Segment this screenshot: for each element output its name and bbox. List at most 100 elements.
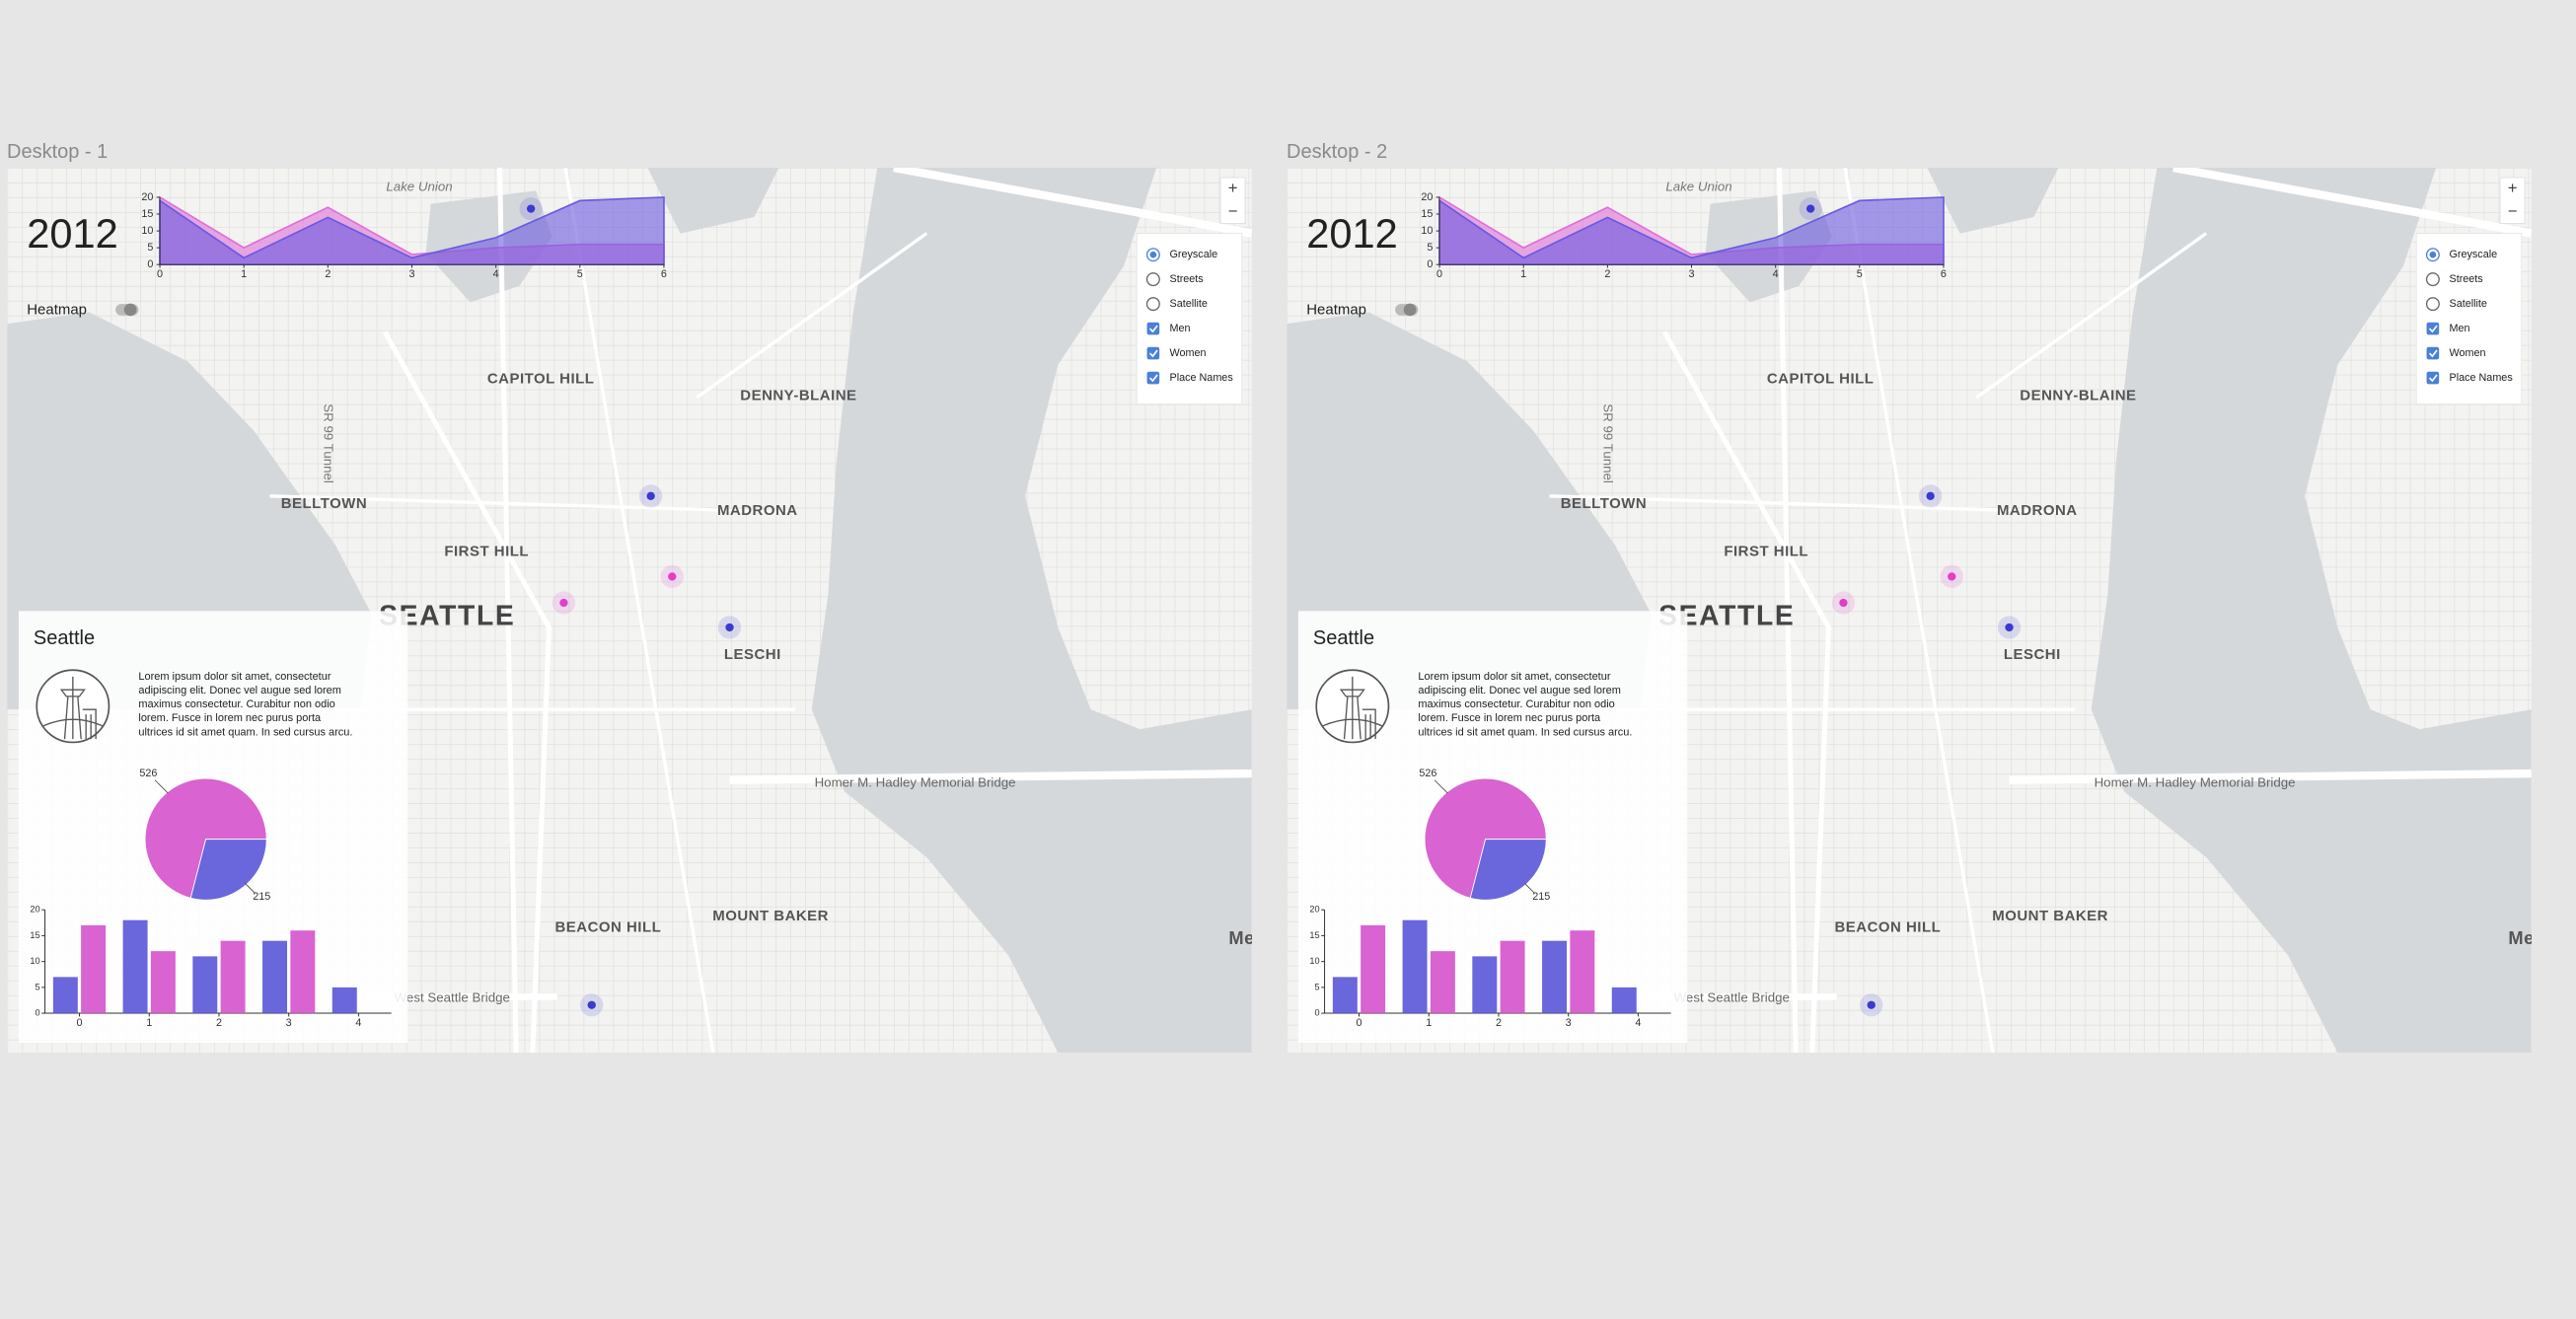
x-tick-label: 0 bbox=[157, 268, 163, 280]
place-name: MOUNT BAKER bbox=[712, 908, 829, 924]
x-tick-label: 2 bbox=[1604, 268, 1610, 280]
radio[interactable] bbox=[2425, 297, 2440, 312]
checkbox-label: Women bbox=[2450, 347, 2486, 359]
x-tick-label: 2 bbox=[325, 268, 331, 280]
space-needle bbox=[42, 676, 104, 740]
data-point bbox=[2005, 623, 2014, 632]
radio[interactable] bbox=[1145, 297, 1160, 312]
y-tick-label: 20 bbox=[1309, 905, 1319, 915]
zoom-button[interactable]: − bbox=[1228, 201, 1238, 220]
bar bbox=[331, 987, 357, 1014]
bar bbox=[1500, 940, 1525, 1014]
bar bbox=[1570, 930, 1595, 1014]
year: 2012 bbox=[1306, 210, 1398, 256]
road bbox=[2172, 168, 2532, 238]
place-name: DENNY-BLAINE bbox=[2020, 387, 2136, 403]
y-tick-label: 10 bbox=[1309, 956, 1319, 966]
data-point bbox=[1926, 491, 1935, 500]
check bbox=[1148, 325, 1158, 333]
place-name: MOUNT BAKER bbox=[1992, 908, 2108, 924]
zoom-box bbox=[2499, 177, 2526, 224]
radio[interactable] bbox=[1145, 272, 1160, 287]
radio-dot bbox=[2429, 251, 2437, 258]
lake-union-north bbox=[647, 168, 779, 234]
y-tick-label: 10 bbox=[30, 956, 39, 966]
place-name: West Seattle Bridge bbox=[1674, 990, 1790, 1005]
place-name: MADRONA bbox=[1997, 502, 2078, 519]
lake-union-north bbox=[1927, 168, 2059, 234]
place-name: LESCHI bbox=[724, 646, 781, 663]
pie-leader bbox=[1524, 883, 1535, 894]
place-name: CAPITOL HILL bbox=[487, 371, 595, 388]
place-name: CAPITOL HILL bbox=[1767, 371, 1875, 388]
place-name: Homer M. Hadley Memorial Bridge bbox=[815, 775, 1016, 790]
checkbox-label: Women bbox=[1170, 347, 1207, 359]
y-tick-label: 5 bbox=[35, 982, 39, 991]
map-view: Lake Union CAPITOL HILL DENNY-BLAINE BELLTO… bbox=[1287, 168, 2532, 1053]
place-name: FIRST HILL bbox=[1724, 543, 1808, 559]
zoom-button[interactable]: + bbox=[2508, 179, 2518, 197]
checkbox[interactable] bbox=[1146, 322, 1160, 335]
radio-label: Greyscale bbox=[1170, 249, 1218, 260]
y-tick-label: 20 bbox=[30, 905, 39, 915]
road bbox=[1661, 330, 1831, 1053]
checkbox[interactable] bbox=[1146, 346, 1160, 360]
bar bbox=[52, 977, 78, 1014]
year: 2012 bbox=[27, 210, 118, 256]
checkbox[interactable] bbox=[2426, 371, 2440, 385]
pie-slice bbox=[1424, 777, 1547, 899]
panel-text: lorem. Fusce in lorem nec purus porta bbox=[138, 712, 322, 724]
check bbox=[1148, 374, 1158, 383]
panel-text: Lorem ipsum dolor sit amet, consectetur bbox=[138, 671, 331, 683]
heatmap-label: Heatmap bbox=[27, 302, 87, 319]
place-name: West Seattle Bridge bbox=[395, 990, 510, 1005]
panel-text: ultrices id sit amet quam. In sed cursus… bbox=[138, 726, 352, 738]
panel-text: maximus consectetur. Curabitur non odio bbox=[138, 698, 334, 710]
x-tick-label: 0 bbox=[76, 1017, 82, 1029]
x-tick-label: 4 bbox=[493, 268, 499, 280]
place-name: SR 99 Tunnel bbox=[321, 403, 335, 483]
place-name: SR 99 Tunnel bbox=[1600, 403, 1615, 483]
place-name: FIRST HILL bbox=[444, 543, 529, 559]
bar bbox=[1361, 924, 1386, 1014]
y-tick-label: 20 bbox=[1421, 191, 1433, 203]
zoom-box bbox=[1219, 177, 1246, 224]
pie-label: 526 bbox=[1419, 768, 1436, 779]
bar bbox=[192, 956, 218, 1014]
elliott-bay bbox=[1287, 312, 1652, 710]
radio[interactable] bbox=[2425, 272, 2440, 287]
data-point bbox=[1839, 598, 1848, 608]
road bbox=[563, 168, 715, 1053]
bar bbox=[150, 951, 176, 1014]
data-point bbox=[1805, 204, 1815, 213]
check bbox=[2428, 349, 2438, 358]
pie-slice bbox=[189, 839, 267, 901]
place-name: Merc bbox=[1228, 927, 1252, 948]
x-tick-label: 0 bbox=[1436, 268, 1442, 280]
checkbox[interactable] bbox=[2426, 346, 2440, 360]
pie-leader bbox=[245, 883, 256, 894]
checkbox-label: Men bbox=[2450, 323, 2470, 334]
data-point bbox=[587, 1000, 596, 1009]
toggle-knob bbox=[123, 303, 137, 317]
place-name: BEACON HILL bbox=[1834, 918, 1941, 935]
x-tick-label: 2 bbox=[1496, 1017, 1502, 1029]
y-tick-label: 20 bbox=[141, 191, 153, 203]
zoom-button[interactable]: − bbox=[2508, 201, 2518, 220]
checkbox[interactable] bbox=[1146, 371, 1160, 385]
x-tick-label: 5 bbox=[1857, 268, 1863, 280]
x-tick-label: 1 bbox=[1426, 1017, 1432, 1029]
heatmap-label: Heatmap bbox=[1306, 302, 1366, 319]
frame: Lake Union CAPITOL HILL DENNY-BLAINE BELLTO… bbox=[1287, 168, 2532, 1053]
data-point bbox=[646, 491, 655, 500]
place-name: Homer M. Hadley Memorial Bridge bbox=[2095, 775, 2296, 790]
pie-slice bbox=[1469, 839, 1547, 901]
data-point bbox=[1948, 572, 1956, 581]
radio-label: Satellite bbox=[1170, 298, 1208, 310]
place-name: Merc bbox=[2508, 927, 2532, 948]
checkbox[interactable] bbox=[2426, 322, 2440, 335]
y-tick-label: 10 bbox=[141, 225, 153, 237]
pie-leader bbox=[1434, 779, 1448, 794]
panel-text: lorem. Fusce in lorem nec purus porta bbox=[1418, 712, 1601, 724]
zoom-button[interactable]: + bbox=[1228, 179, 1238, 197]
